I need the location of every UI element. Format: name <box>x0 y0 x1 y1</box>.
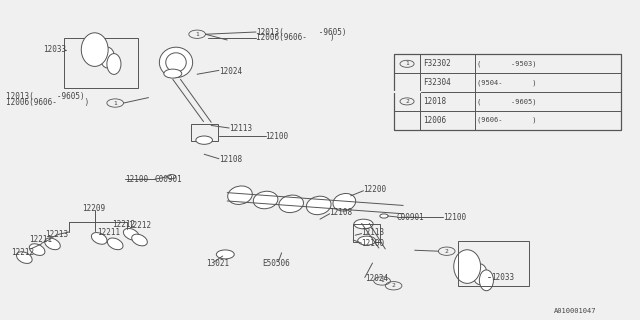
Text: 12006(9606-      ): 12006(9606- ) <box>6 98 90 107</box>
Ellipse shape <box>45 238 60 250</box>
Text: 12209: 12209 <box>82 204 105 213</box>
Text: 12108: 12108 <box>330 208 353 217</box>
Text: 12013(: 12013( <box>256 28 284 36</box>
Text: F32302: F32302 <box>423 59 451 68</box>
Text: 1: 1 <box>195 32 199 37</box>
Text: 12113: 12113 <box>362 228 385 237</box>
Text: 2: 2 <box>445 249 449 254</box>
Bar <box>191 124 218 141</box>
Ellipse shape <box>168 175 175 179</box>
Ellipse shape <box>358 236 376 245</box>
Ellipse shape <box>307 196 331 215</box>
Text: 13021: 13021 <box>206 259 229 268</box>
Ellipse shape <box>17 252 32 263</box>
Text: C00901: C00901 <box>155 175 182 184</box>
Text: 12212: 12212 <box>112 220 135 229</box>
Bar <box>394 54 621 130</box>
Ellipse shape <box>479 270 493 291</box>
Text: 12013(     -9605): 12013( -9605) <box>6 92 85 101</box>
Ellipse shape <box>94 41 108 61</box>
Text: 2: 2 <box>392 283 396 288</box>
Text: 12100: 12100 <box>443 213 466 222</box>
Ellipse shape <box>354 219 373 229</box>
Bar <box>353 224 380 242</box>
Ellipse shape <box>164 69 182 78</box>
Ellipse shape <box>108 238 123 250</box>
Ellipse shape <box>107 53 121 75</box>
Ellipse shape <box>92 233 107 244</box>
Ellipse shape <box>216 250 234 259</box>
Text: 12100: 12100 <box>362 239 385 248</box>
Text: 12211: 12211 <box>97 228 120 237</box>
Ellipse shape <box>473 264 487 285</box>
Text: E50506: E50506 <box>262 259 290 268</box>
Text: 12033: 12033 <box>44 45 67 54</box>
Ellipse shape <box>132 234 147 246</box>
Text: 1: 1 <box>113 100 117 106</box>
Text: 12212: 12212 <box>12 248 35 257</box>
Bar <box>64 38 138 88</box>
Text: 12113: 12113 <box>229 124 252 133</box>
Text: A010001047: A010001047 <box>554 308 596 314</box>
Ellipse shape <box>196 136 212 144</box>
Text: 1: 1 <box>380 278 384 284</box>
Ellipse shape <box>228 186 252 204</box>
Text: (9606-       ): (9606- ) <box>477 117 537 124</box>
Ellipse shape <box>124 228 139 240</box>
Text: 12024: 12024 <box>365 274 388 283</box>
Ellipse shape <box>29 244 45 255</box>
Ellipse shape <box>454 250 481 284</box>
Ellipse shape <box>279 195 303 212</box>
Text: 12211: 12211 <box>29 235 52 244</box>
Text: 12006: 12006 <box>423 116 446 125</box>
Text: 12108: 12108 <box>219 155 242 164</box>
Ellipse shape <box>253 191 278 209</box>
Ellipse shape <box>467 258 481 278</box>
Text: (       -9503): ( -9503) <box>477 60 537 67</box>
Ellipse shape <box>81 33 108 67</box>
Bar <box>394 54 621 130</box>
Text: 12213: 12213 <box>45 230 68 239</box>
Text: 12006(9606-     ): 12006(9606- ) <box>256 33 335 42</box>
Text: 12200: 12200 <box>364 185 387 194</box>
Text: C00901: C00901 <box>397 213 424 222</box>
Text: 1: 1 <box>405 61 409 66</box>
Text: 2: 2 <box>405 99 409 104</box>
Ellipse shape <box>333 194 356 211</box>
Text: 12018: 12018 <box>423 97 446 106</box>
Ellipse shape <box>166 53 186 72</box>
Text: (       -9605): ( -9605) <box>477 98 537 105</box>
Ellipse shape <box>100 47 115 68</box>
Text: 12024: 12024 <box>219 67 242 76</box>
Bar <box>458 241 529 286</box>
Text: F32304: F32304 <box>423 78 451 87</box>
Text: -9605): -9605) <box>291 28 347 36</box>
Text: 12212: 12212 <box>128 221 151 230</box>
Text: 12100: 12100 <box>266 132 289 141</box>
Ellipse shape <box>159 47 193 78</box>
Text: 12033: 12033 <box>492 273 515 282</box>
Text: 12100: 12100 <box>125 175 148 184</box>
Ellipse shape <box>380 214 388 218</box>
Text: (9504-       ): (9504- ) <box>477 79 537 86</box>
